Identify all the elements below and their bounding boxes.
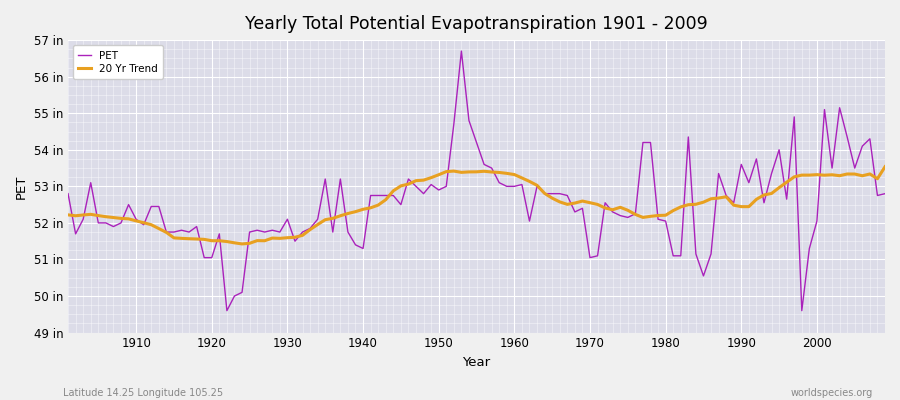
PET [879, 191, 890, 196]
Title: Yearly Total Potential Evapotranspiration 1901 - 2009: Yearly Total Potential Evapotranspiratio… [245, 15, 708, 33]
PET [456, 49, 467, 54]
20 Yr Trend [63, 212, 74, 217]
Y-axis label: PET: PET [15, 174, 28, 198]
20 Yr Trend [237, 242, 248, 246]
20 Yr Trend [297, 233, 308, 238]
PET [343, 230, 354, 234]
20 Yr Trend [879, 164, 890, 169]
Text: worldspecies.org: worldspecies.org [791, 388, 873, 398]
Text: Latitude 14.25 Longitude 105.25: Latitude 14.25 Longitude 105.25 [63, 388, 223, 398]
PET [123, 202, 134, 207]
20 Yr Trend [123, 216, 134, 221]
20 Yr Trend [608, 207, 618, 212]
20 Yr Trend [343, 211, 354, 216]
Legend: PET, 20 Yr Trend: PET, 20 Yr Trend [73, 45, 163, 79]
20 Yr Trend [508, 172, 519, 177]
20 Yr Trend [517, 176, 527, 180]
Line: PET: PET [68, 51, 885, 311]
PET [615, 213, 626, 218]
PET [297, 230, 308, 234]
PET [517, 182, 527, 187]
PET [524, 219, 535, 224]
Line: 20 Yr Trend: 20 Yr Trend [68, 167, 885, 244]
X-axis label: Year: Year [463, 356, 491, 369]
PET [63, 191, 74, 196]
PET [221, 308, 232, 313]
